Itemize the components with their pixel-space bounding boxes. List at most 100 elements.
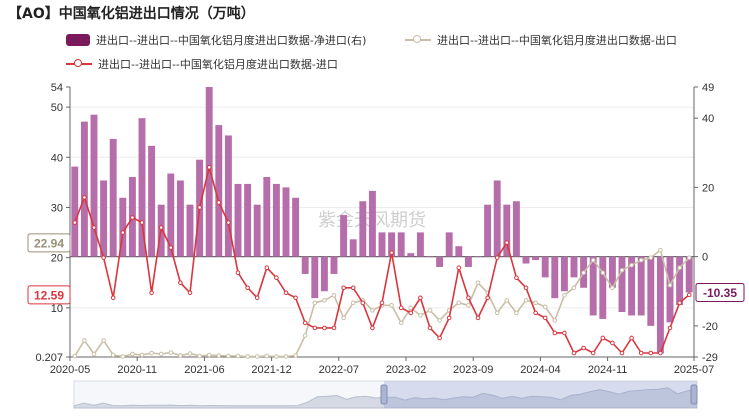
point-import[interactable] xyxy=(629,335,634,341)
point-import[interactable] xyxy=(130,215,135,220)
bar-net-import[interactable] xyxy=(80,121,88,257)
point-import[interactable] xyxy=(302,320,308,326)
bar-net-import[interactable] xyxy=(522,256,530,264)
bar-net-import[interactable] xyxy=(176,180,184,257)
point-import[interactable] xyxy=(667,325,673,331)
point-import[interactable] xyxy=(398,305,404,311)
point-import[interactable] xyxy=(360,300,366,306)
bar-net-import[interactable] xyxy=(551,256,559,299)
legend-item-export[interactable]: 进出口--进出口--中国氧化铝月度进出口数据-出口 xyxy=(405,32,677,48)
point-export[interactable] xyxy=(254,354,260,359)
point-import[interactable] xyxy=(533,310,538,316)
point-export[interactable] xyxy=(418,313,423,318)
point-export[interactable] xyxy=(283,354,289,359)
bar-net-import[interactable] xyxy=(599,256,607,319)
point-import[interactable] xyxy=(686,292,692,298)
bar-net-import[interactable] xyxy=(589,256,597,316)
point-export[interactable] xyxy=(91,351,97,357)
bar-net-import[interactable] xyxy=(186,204,194,257)
point-export[interactable] xyxy=(149,350,154,356)
bar-net-import[interactable] xyxy=(436,256,444,267)
data-zoom-slider[interactable] xyxy=(73,380,698,409)
point-import[interactable] xyxy=(72,220,78,225)
point-import[interactable] xyxy=(158,225,164,230)
point-export[interactable] xyxy=(466,303,471,308)
bar-net-import[interactable] xyxy=(378,232,386,257)
bar-net-import[interactable] xyxy=(676,256,684,306)
bar-net-import[interactable] xyxy=(493,180,501,257)
bar-net-import[interactable] xyxy=(119,197,127,257)
point-import[interactable] xyxy=(552,330,558,336)
point-import[interactable] xyxy=(312,325,318,331)
point-import[interactable] xyxy=(82,195,87,200)
bar-net-import[interactable] xyxy=(407,253,415,257)
bar-net-import[interactable] xyxy=(618,256,626,312)
point-import[interactable] xyxy=(187,290,193,296)
bar-net-import[interactable] xyxy=(570,256,578,278)
point-import[interactable] xyxy=(322,325,327,331)
point-export[interactable] xyxy=(629,262,634,268)
slider-handle-left[interactable] xyxy=(380,384,388,405)
point-export[interactable] xyxy=(571,285,577,291)
bar-net-import[interactable] xyxy=(608,256,616,288)
bar-net-import[interactable] xyxy=(464,256,472,267)
bar-net-import[interactable] xyxy=(503,204,511,257)
point-export[interactable] xyxy=(590,257,596,263)
point-import[interactable] xyxy=(206,165,212,170)
legend-item-import[interactable]: 进出口--进出口--中国氧化铝月度进出口数据-进口 xyxy=(66,56,338,72)
point-import[interactable] xyxy=(446,315,452,321)
point-import[interactable] xyxy=(504,240,510,245)
bar-net-import[interactable] xyxy=(311,256,319,299)
point-import[interactable] xyxy=(168,245,174,250)
point-import[interactable] xyxy=(638,350,644,356)
point-export[interactable] xyxy=(206,352,212,358)
point-import[interactable] xyxy=(658,350,663,356)
bar-net-import[interactable] xyxy=(205,87,213,257)
point-export[interactable] xyxy=(187,351,193,356)
bar-net-import[interactable] xyxy=(512,201,520,257)
point-import[interactable] xyxy=(370,325,375,331)
point-import[interactable] xyxy=(120,230,126,235)
point-export[interactable] xyxy=(581,270,586,276)
point-import[interactable] xyxy=(293,295,298,301)
bar-net-import[interactable] xyxy=(359,201,367,257)
legend-item-net-import[interactable]: 进出口--进出口--中国氧化铝月度进出口数据-净进口(右) xyxy=(66,32,366,48)
point-import[interactable] xyxy=(648,350,654,356)
point-export[interactable] xyxy=(533,300,538,306)
point-export[interactable] xyxy=(312,300,318,306)
point-export[interactable] xyxy=(120,354,126,359)
bar-net-import[interactable] xyxy=(244,183,252,257)
bar-net-import[interactable] xyxy=(685,256,693,293)
point-export[interactable] xyxy=(504,298,510,303)
bar-net-import[interactable] xyxy=(90,114,98,257)
point-import[interactable] xyxy=(91,225,97,230)
bar-net-import[interactable] xyxy=(340,215,348,257)
bar-net-import[interactable] xyxy=(388,232,396,257)
point-export[interactable] xyxy=(475,280,481,286)
point-export[interactable] xyxy=(226,353,231,359)
point-export[interactable] xyxy=(389,303,394,308)
point-import[interactable] xyxy=(523,285,529,291)
bar-net-import[interactable] xyxy=(416,232,424,257)
bar-net-import[interactable] xyxy=(253,204,261,257)
point-export[interactable] xyxy=(245,354,250,359)
point-export[interactable] xyxy=(350,300,356,306)
bar-net-import[interactable] xyxy=(282,187,290,257)
bar-net-import[interactable] xyxy=(349,239,357,257)
bar-net-import[interactable] xyxy=(541,256,549,278)
bar-net-import[interactable] xyxy=(474,256,482,258)
point-export[interactable] xyxy=(101,338,106,343)
bar-net-import[interactable] xyxy=(292,197,300,257)
bar-net-import[interactable] xyxy=(215,125,223,257)
point-export[interactable] xyxy=(523,298,529,303)
bar-net-import[interactable] xyxy=(397,232,405,257)
point-import[interactable] xyxy=(590,350,596,356)
point-export[interactable] xyxy=(686,255,692,260)
point-export[interactable] xyxy=(638,257,644,263)
bar-net-import[interactable] xyxy=(368,190,376,257)
point-export[interactable] xyxy=(158,351,164,357)
point-import[interactable] xyxy=(408,310,414,316)
point-export[interactable] xyxy=(667,282,673,288)
bar-net-import[interactable] xyxy=(445,232,453,257)
point-import[interactable] xyxy=(437,335,442,341)
